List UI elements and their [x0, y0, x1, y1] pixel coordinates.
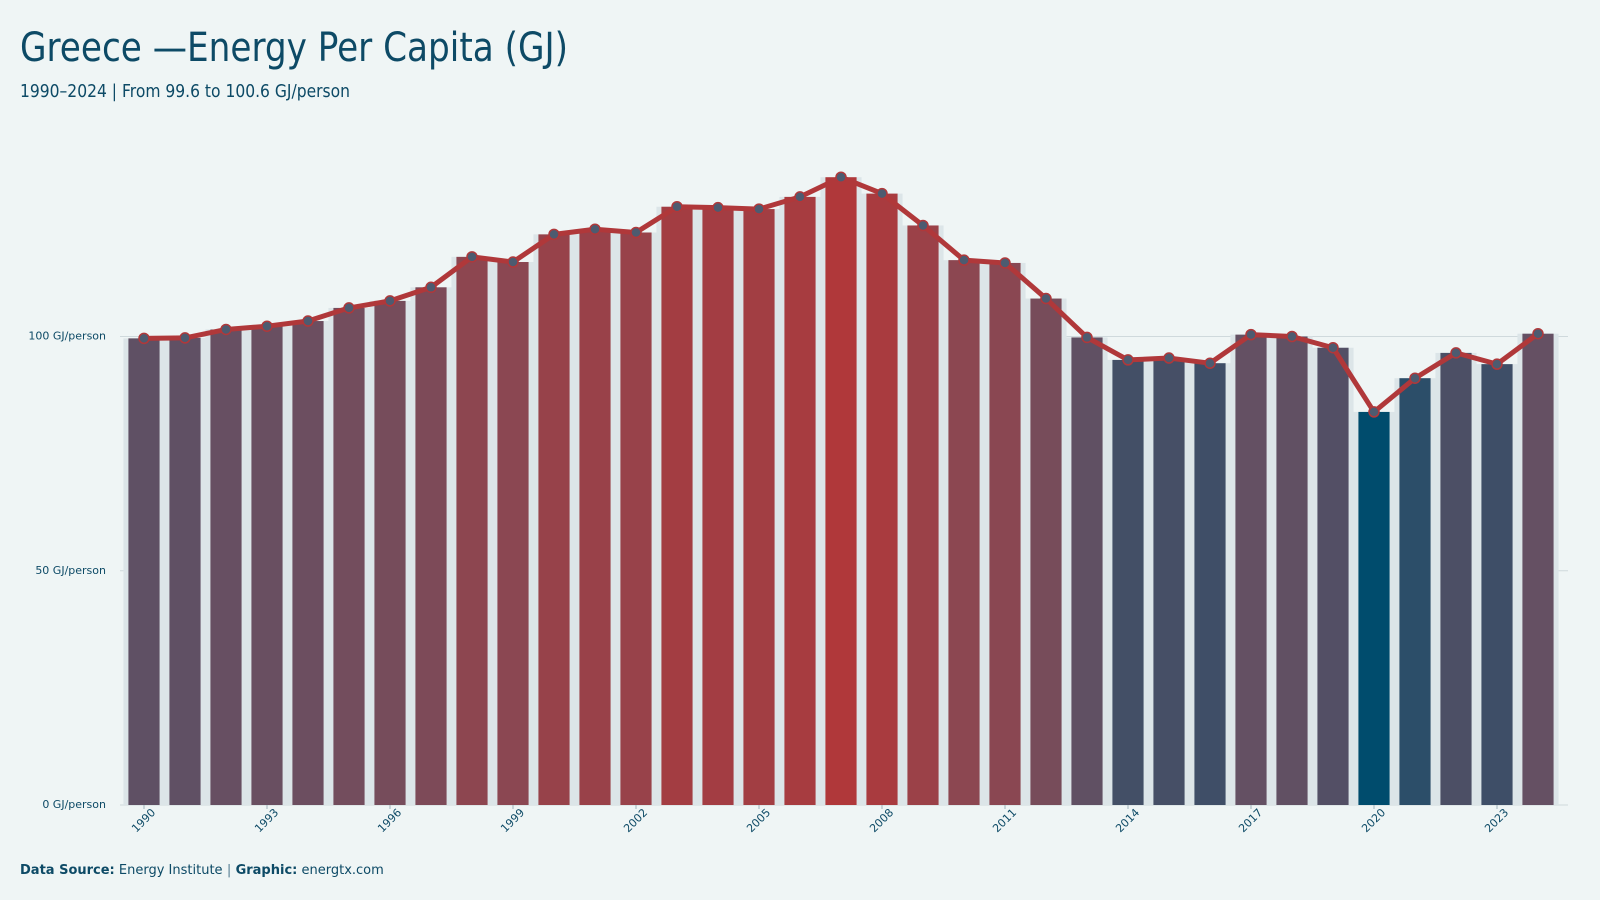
graphic: energtx.com: [302, 863, 384, 878]
bar: [825, 177, 857, 805]
bar: [1030, 298, 1062, 805]
point: [138, 332, 150, 345]
x-tick-label: 2020: [1359, 806, 1388, 835]
y-tick-label: 50 GJ/person: [35, 564, 106, 577]
bar: [907, 225, 939, 805]
bar: [866, 193, 898, 806]
point: [958, 254, 970, 266]
x-tick-label: 2017: [1236, 806, 1265, 835]
point: [548, 228, 560, 241]
point: [302, 315, 314, 327]
bar: [1276, 336, 1308, 805]
point: [1491, 358, 1503, 370]
x-tick-label: 1990: [129, 806, 158, 835]
bar: [456, 256, 488, 806]
point: [1122, 354, 1134, 366]
graphic-label: Graphic:: [236, 863, 298, 878]
bar: [251, 326, 283, 805]
point: [507, 256, 519, 268]
y-tick-label: 100 GJ/person: [28, 330, 106, 343]
bar: [620, 232, 652, 806]
bar: [333, 307, 365, 805]
x-tick-label: 2005: [744, 806, 773, 835]
point: [466, 251, 478, 263]
footer: Data Source: Energy Institute | Graphic:…: [20, 863, 384, 878]
point: [179, 332, 191, 344]
bar: [743, 209, 775, 805]
source: Energy Institute: [119, 863, 223, 878]
bar: [579, 229, 611, 805]
bar: [538, 234, 570, 805]
bar: [1194, 363, 1226, 805]
point: [1040, 292, 1052, 305]
x-tick-label: 2002: [621, 806, 650, 835]
x-tick-label: 2014: [1113, 806, 1142, 835]
point: [1081, 331, 1093, 344]
point: [343, 302, 355, 314]
point: [1327, 341, 1339, 354]
point: [1532, 327, 1544, 340]
bar: [374, 300, 406, 805]
point: [999, 257, 1011, 269]
bar: [1481, 364, 1513, 805]
bar: [1317, 347, 1349, 805]
bar: [1399, 378, 1431, 805]
bar: [1358, 411, 1390, 805]
point: [917, 219, 929, 232]
point: [1409, 372, 1421, 384]
bar: [210, 329, 242, 805]
x-tick-label: 1999: [498, 806, 527, 835]
bar: [989, 262, 1021, 805]
point: [220, 323, 232, 336]
x-tick-label: 1993: [252, 806, 281, 835]
bar: [948, 260, 980, 805]
bar: [292, 321, 324, 805]
point: [1286, 330, 1298, 343]
x-tick-label: 1996: [375, 806, 404, 835]
bar: [1153, 358, 1185, 805]
bar: [1071, 337, 1103, 805]
point: [712, 201, 724, 214]
bar: [415, 287, 447, 805]
x-tick-label: 2011: [990, 806, 1019, 835]
bar: [169, 337, 201, 805]
point: [589, 223, 601, 235]
point: [1368, 406, 1380, 418]
bar: [784, 196, 816, 806]
point: [835, 171, 847, 183]
point: [671, 200, 683, 213]
point: [1204, 357, 1216, 369]
point: [1450, 347, 1462, 359]
bar: [702, 207, 734, 806]
point: [384, 295, 396, 307]
bar: [1440, 352, 1472, 805]
source-label: Data Source:: [20, 863, 115, 878]
bar: [661, 206, 693, 806]
point: [261, 320, 273, 332]
x-tick-label: 2023: [1482, 806, 1511, 835]
bar: [1522, 333, 1554, 805]
point: [753, 203, 765, 215]
point: [794, 191, 806, 203]
bar: [497, 262, 529, 805]
chart-title: Greece —Energy Per Capita (GJ): [20, 25, 568, 71]
point: [630, 226, 642, 239]
bar: [1235, 334, 1267, 805]
bar: [1112, 359, 1144, 805]
point: [876, 187, 888, 200]
bar: [128, 338, 160, 805]
point: [1245, 328, 1257, 341]
x-tick-label: 2008: [867, 806, 896, 835]
separator: |: [227, 863, 232, 878]
chart-subtitle: 1990–2024 | From 99.6 to 100.6 GJ/person: [20, 81, 350, 102]
point: [425, 281, 437, 294]
y-tick-label: 0 GJ/person: [42, 798, 106, 811]
point: [1163, 352, 1175, 364]
